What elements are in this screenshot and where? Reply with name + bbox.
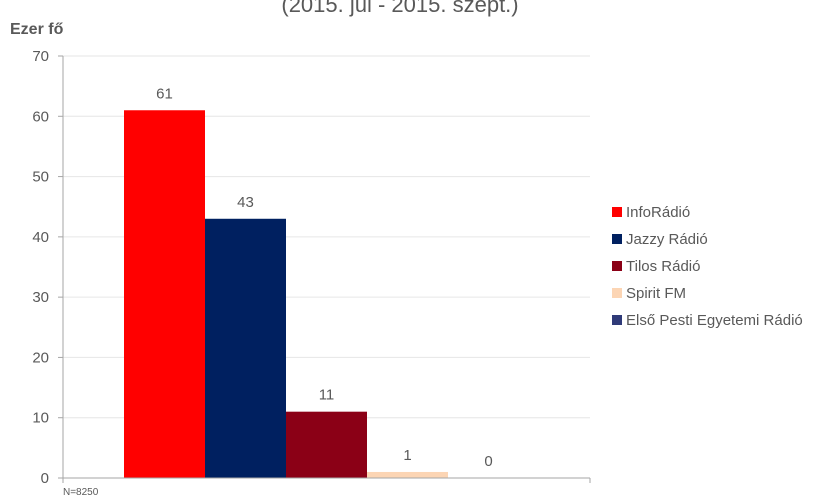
bar-tilos-r-di-	[286, 411, 367, 478]
bar-spirit-fm	[367, 471, 448, 478]
y-tick-label: 0	[41, 470, 49, 487]
y-tick-label: 40	[32, 229, 49, 246]
legend-swatch	[612, 288, 622, 298]
bar-jazzy-r-di-	[205, 218, 286, 478]
legend-label: Jazzy Rádió	[626, 231, 708, 248]
data-label: 1	[403, 447, 411, 464]
data-label: 0	[484, 453, 492, 470]
data-label: 43	[237, 194, 254, 211]
y-tick-label: 70	[32, 48, 49, 65]
y-tick-label: 30	[32, 289, 49, 306]
bars	[124, 110, 448, 478]
legend-swatch	[612, 315, 622, 325]
legend-label: InfoRádió	[626, 204, 690, 221]
legend-swatch	[612, 234, 622, 244]
y-tick-label: 60	[32, 108, 49, 125]
bar-infor-di-	[124, 110, 205, 478]
chart-title: (2015. júl - 2015. szept.)	[281, 0, 518, 17]
sample-size-note: N=8250	[63, 487, 99, 498]
legend-swatch	[612, 207, 622, 217]
legend: InfoRádió Jazzy Rádió Tilos Rádió Spirit FM…	[612, 204, 803, 329]
y-tick-label: 50	[32, 169, 49, 186]
legend-label: Tilos Rádió	[626, 258, 700, 275]
legend-label: Első Pesti Egyetemi Rádió	[626, 312, 803, 329]
y-tick-label: 10	[32, 410, 49, 427]
data-label: 11	[319, 387, 335, 404]
legend-swatch	[612, 261, 622, 271]
y-axis-unit-label: Ezer fő	[10, 21, 64, 38]
data-label: 61	[156, 85, 173, 102]
legend-label: Spirit FM	[626, 285, 686, 302]
y-tick-label: 20	[32, 349, 49, 366]
y-axis-ticks: 0 10 20 30 40 50 60 70	[32, 48, 63, 487]
